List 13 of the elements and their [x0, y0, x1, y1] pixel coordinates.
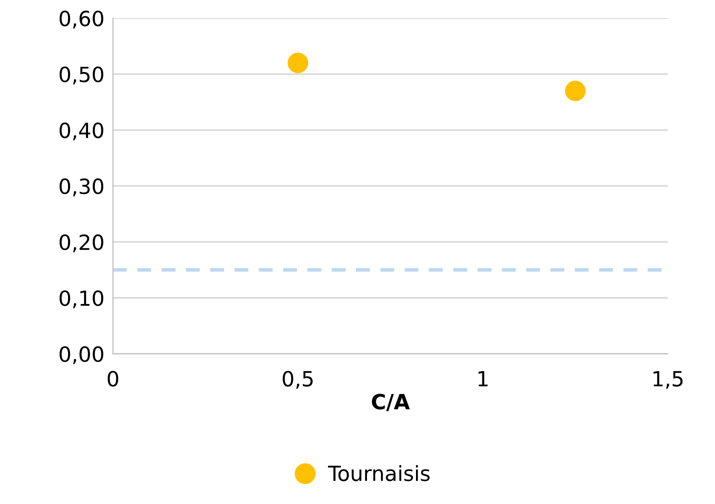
- y-tick-label: 0,40: [60, 122, 104, 140]
- x-tick-label: 0,5: [282, 370, 313, 389]
- y-tick-label: 0,60: [60, 10, 104, 28]
- x-tick-label: 0: [108, 370, 118, 387]
- y-tick-label: 0,00: [60, 346, 104, 364]
- x-axis-title: C/A: [372, 394, 410, 412]
- legend-label: Tournaisis: [328, 465, 430, 482]
- x-tick-label: 1: [478, 371, 488, 386]
- y-tick-label: 0,50: [60, 66, 104, 84]
- y-tick-label: 0,20: [60, 234, 104, 252]
- y-tick-label: 0,10: [60, 290, 104, 308]
- x-tick-label: 1,5: [654, 371, 683, 389]
- y-tick-label: 0,30: [60, 178, 104, 196]
